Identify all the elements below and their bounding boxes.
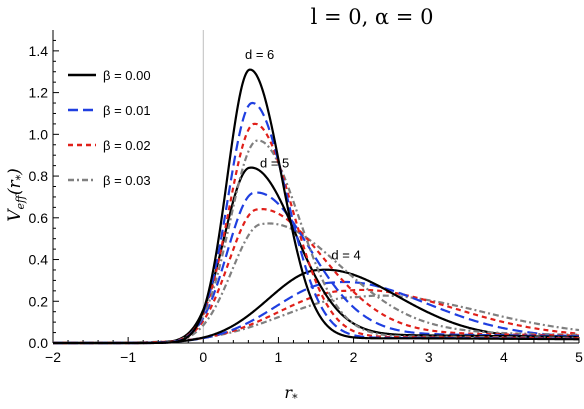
y-tick-label: 1.0 — [29, 126, 49, 142]
y-tick-label: 0.8 — [29, 168, 49, 184]
x-axis-label: r* — [284, 383, 298, 405]
curve-annotation: d = 6 — [245, 47, 274, 62]
x-tick-label: 3 — [425, 349, 433, 365]
series-line-d4-beta-0.01 — [53, 280, 580, 345]
y-tick-label: 1.4 — [29, 43, 49, 59]
y-tick-label: 0.2 — [29, 293, 49, 309]
legend-label: β = 0.02 — [103, 138, 151, 153]
curve-annotation: d = 4 — [331, 248, 360, 263]
series-line-d6-beta-0.00 — [53, 68, 579, 345]
y-tick-label: 0.0 — [29, 335, 49, 351]
x-tick-label: −1 — [120, 349, 136, 365]
curve-annotation: d = 5 — [260, 156, 289, 171]
x-tick-label: 2 — [350, 349, 358, 365]
series-line-d6-beta-0.02 — [53, 122, 579, 345]
x-tick-label: −2 — [45, 349, 61, 365]
series-line-d6-beta-0.03 — [53, 139, 580, 345]
legend-label: β = 0.03 — [103, 173, 151, 188]
x-tick-label: 5 — [575, 349, 583, 365]
x-tick-label: 0 — [199, 349, 207, 365]
chart-title: l = 0, α = 0 — [311, 5, 434, 29]
legend-label: β = 0.00 — [103, 68, 151, 83]
y-tick-label: 1.2 — [29, 85, 49, 101]
x-tick-label: 1 — [275, 349, 283, 365]
y-tick-label: 0.4 — [29, 252, 49, 268]
series-line-d5-beta-0.00 — [53, 166, 580, 345]
x-tick-label: 4 — [500, 349, 508, 365]
y-tick-label: 0.6 — [29, 210, 49, 226]
legend-label: β = 0.01 — [103, 103, 151, 118]
y-axis-label: Veff(r*) — [5, 168, 27, 222]
series-line-d5-beta-0.01 — [53, 191, 580, 345]
